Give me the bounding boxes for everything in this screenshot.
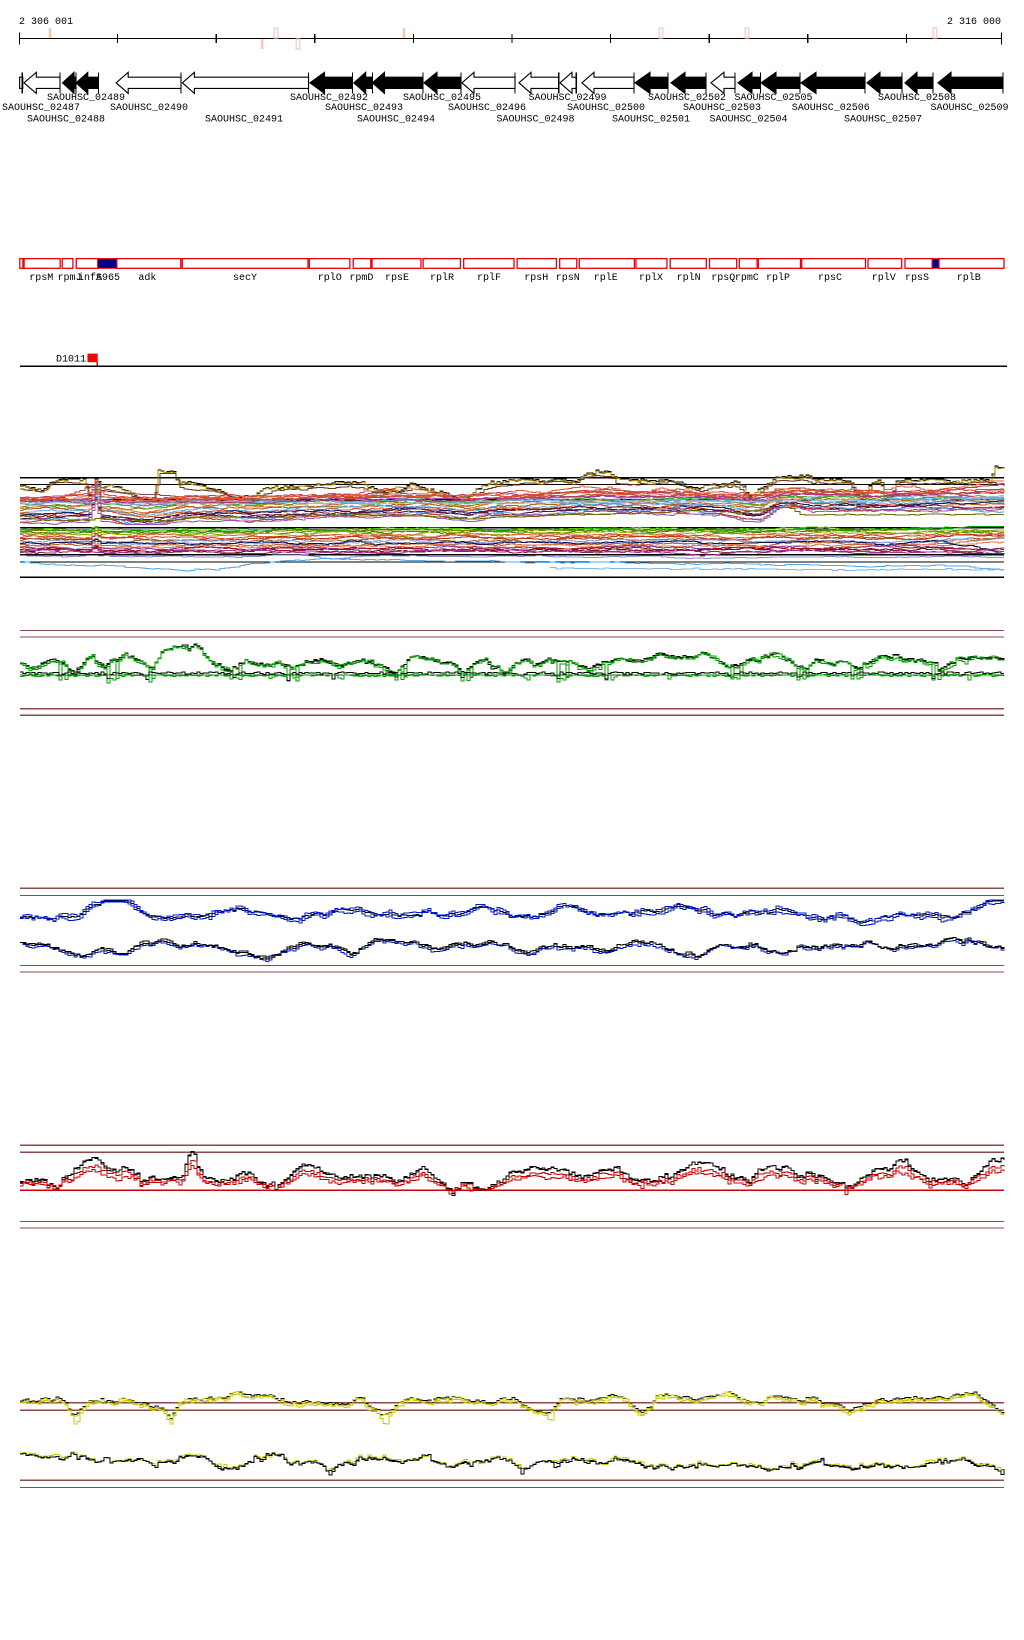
svg-text:secY: secY bbox=[233, 273, 257, 284]
svg-text:SAOUHSC_02509: SAOUHSC_02509 bbox=[931, 103, 1009, 114]
svg-text:2 306 001: 2 306 001 bbox=[19, 17, 73, 28]
svg-text:SAOUHSC_02507: SAOUHSC_02507 bbox=[844, 115, 922, 126]
svg-text:SAOUHSC_02500: SAOUHSC_02500 bbox=[567, 103, 645, 114]
svg-text:rplV: rplV bbox=[872, 272, 896, 284]
svg-text:SAOUHSC_02495: SAOUHSC_02495 bbox=[403, 93, 481, 104]
svg-text:SAOUHSC_02490: SAOUHSC_02490 bbox=[110, 103, 188, 114]
svg-text:rplR: rplR bbox=[430, 272, 454, 284]
svg-text:rpsH: rpsH bbox=[524, 273, 548, 284]
svg-text:rplB: rplB bbox=[957, 272, 981, 284]
svg-text:SAOUHSC_02503: SAOUHSC_02503 bbox=[683, 103, 761, 114]
svg-text:SAOUHSC_02508: SAOUHSC_02508 bbox=[878, 93, 956, 104]
svg-text:rplX: rplX bbox=[639, 272, 663, 284]
svg-text:rpsS: rpsS bbox=[905, 273, 929, 284]
svg-text:rpsN: rpsN bbox=[556, 273, 580, 284]
svg-text:infA: infA bbox=[78, 272, 102, 284]
svg-text:rpmC: rpmC bbox=[735, 273, 759, 284]
svg-text:SAOUHSC_02493: SAOUHSC_02493 bbox=[325, 103, 403, 114]
svg-text:SAOUHSC_02498: SAOUHSC_02498 bbox=[497, 115, 575, 126]
svg-text:S965: S965 bbox=[96, 273, 120, 284]
svg-text:rplP: rplP bbox=[766, 272, 790, 284]
svg-text:rpsQ: rpsQ bbox=[711, 273, 735, 284]
svg-text:rplE: rplE bbox=[594, 272, 618, 284]
svg-text:SAOUHSC_02506: SAOUHSC_02506 bbox=[792, 103, 870, 114]
svg-text:rpsC: rpsC bbox=[818, 273, 842, 284]
svg-text:rpmJ: rpmJ bbox=[58, 273, 82, 284]
svg-text:SAOUHSC_02504: SAOUHSC_02504 bbox=[710, 115, 788, 126]
svg-text:SAOUHSC_02501: SAOUHSC_02501 bbox=[612, 115, 690, 126]
svg-text:SAOUHSC_02499: SAOUHSC_02499 bbox=[529, 93, 607, 104]
svg-text:D1011: D1011 bbox=[56, 355, 86, 366]
svg-text:SAOUHSC_02488: SAOUHSC_02488 bbox=[27, 115, 105, 126]
svg-text:SAOUHSC_02489: SAOUHSC_02489 bbox=[47, 93, 125, 104]
svg-text:rpmD: rpmD bbox=[349, 273, 373, 284]
svg-text:SAOUHSC_02492: SAOUHSC_02492 bbox=[290, 93, 368, 104]
svg-text:rpsE: rpsE bbox=[385, 273, 409, 284]
svg-text:2 316 000: 2 316 000 bbox=[947, 17, 1001, 28]
svg-text:rplF: rplF bbox=[477, 272, 501, 284]
svg-text:SAOUHSC_02502: SAOUHSC_02502 bbox=[648, 93, 726, 104]
svg-text:SAOUHSC_02496: SAOUHSC_02496 bbox=[448, 103, 526, 114]
svg-text:rpsM: rpsM bbox=[29, 273, 53, 284]
svg-text:SAOUHSC_02487: SAOUHSC_02487 bbox=[2, 103, 80, 114]
svg-text:rplN: rplN bbox=[677, 272, 701, 284]
svg-text:rplO: rplO bbox=[318, 272, 342, 284]
svg-text:SAOUHSC_02505: SAOUHSC_02505 bbox=[735, 93, 813, 104]
svg-text:adk: adk bbox=[138, 272, 156, 284]
svg-text:SAOUHSC_02494: SAOUHSC_02494 bbox=[357, 115, 435, 126]
svg-text:SAOUHSC_02491: SAOUHSC_02491 bbox=[205, 115, 283, 126]
